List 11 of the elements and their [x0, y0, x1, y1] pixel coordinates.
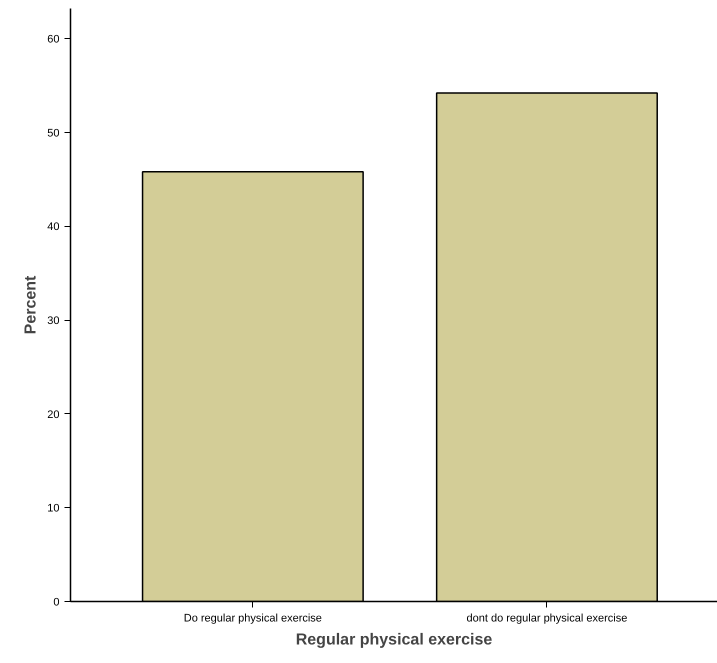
x-tick-label: Do regular physical exercise [184, 612, 322, 624]
y-tick-label: 0 [53, 596, 60, 608]
y-tick-label: 40 [47, 221, 60, 234]
y-tick-label: 30 [47, 315, 60, 328]
y-tick-label: 20 [47, 408, 60, 421]
y-tick-label: 10 [47, 502, 60, 515]
y-axis-title: Percent [22, 274, 40, 334]
x-axis-title: Regular physical exercise [296, 632, 492, 648]
y-tick-label: 50 [47, 127, 60, 140]
y-tick-label: 60 [47, 34, 60, 46]
x-tick-label: dont do regular physical exercise [466, 612, 628, 624]
